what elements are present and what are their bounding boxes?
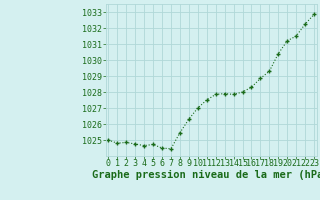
X-axis label: Graphe pression niveau de la mer (hPa): Graphe pression niveau de la mer (hPa) [92,170,320,180]
